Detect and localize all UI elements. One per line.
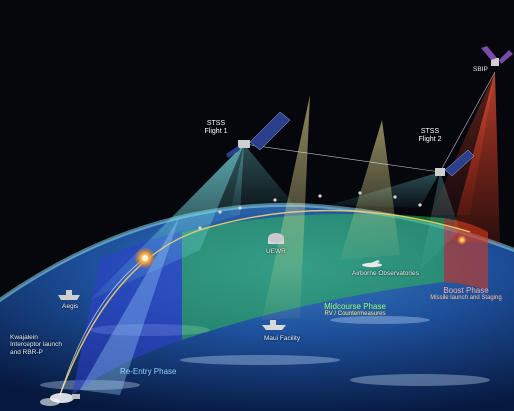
airborne-observatories-label: Airborne Observatories [352, 270, 419, 277]
interceptor-trajectory [59, 257, 146, 396]
boost-plume [457, 235, 467, 245]
midcourse-objects [198, 191, 422, 230]
midcourse-phase-sub: RV / Countermeasures [324, 311, 386, 318]
aegis-label: Aegis [62, 303, 79, 310]
boost-phase-title: Boost Phase [443, 286, 489, 295]
stss-flight-1-title: STSS [206, 120, 226, 127]
uewr-label: UEWR [266, 248, 286, 255]
kwajalein-label-line-1: Kwajalein [10, 334, 38, 341]
kwajalein-label-line-2: Interceptor launch [10, 341, 63, 349]
satellite-icon [481, 46, 513, 66]
maui-facility-label: Maui Facility [264, 335, 301, 342]
radar-dome-icon [268, 233, 284, 244]
midcourse-phase-title: Midcourse Phase [324, 302, 386, 311]
stss-flight-2-title: STSS [420, 128, 440, 135]
satellite-links [243, 71, 496, 173]
ship-icon [262, 320, 286, 330]
reentry-zone [72, 232, 182, 395]
satellite-icon [435, 149, 475, 177]
explosion-icon [134, 247, 156, 269]
kwajalein-label-line-3: and RBR-P [10, 348, 43, 356]
boost-phase-label: Boost Phase Missile launch and Staging [426, 286, 506, 302]
stss-flight-2-sub: Flight 2 [418, 136, 442, 144]
satellite-icon [226, 111, 291, 158]
stss-flight-1-sub: Flight 1 [204, 128, 228, 136]
sbirs-label: SBIP [473, 66, 488, 73]
stss-flight-1-label: STSS Flight 1 [196, 120, 236, 136]
reentry-phase-label: Re-Entry Phase [120, 367, 177, 376]
midcourse-phase-label: Midcourse Phase RV / Countermeasures [305, 302, 405, 318]
missile-trajectory [59, 209, 471, 396]
aircraft-icon [362, 260, 382, 268]
boost-phase-sub: Missile launch and Staging [430, 295, 502, 302]
kwajalein-label: Kwajalein Interceptor launch and RBR-P [10, 334, 62, 356]
stss-flight-2-label: STSS Flight 2 [410, 128, 450, 144]
ship-icon [58, 290, 80, 300]
rocket-launch-icon [40, 393, 80, 406]
